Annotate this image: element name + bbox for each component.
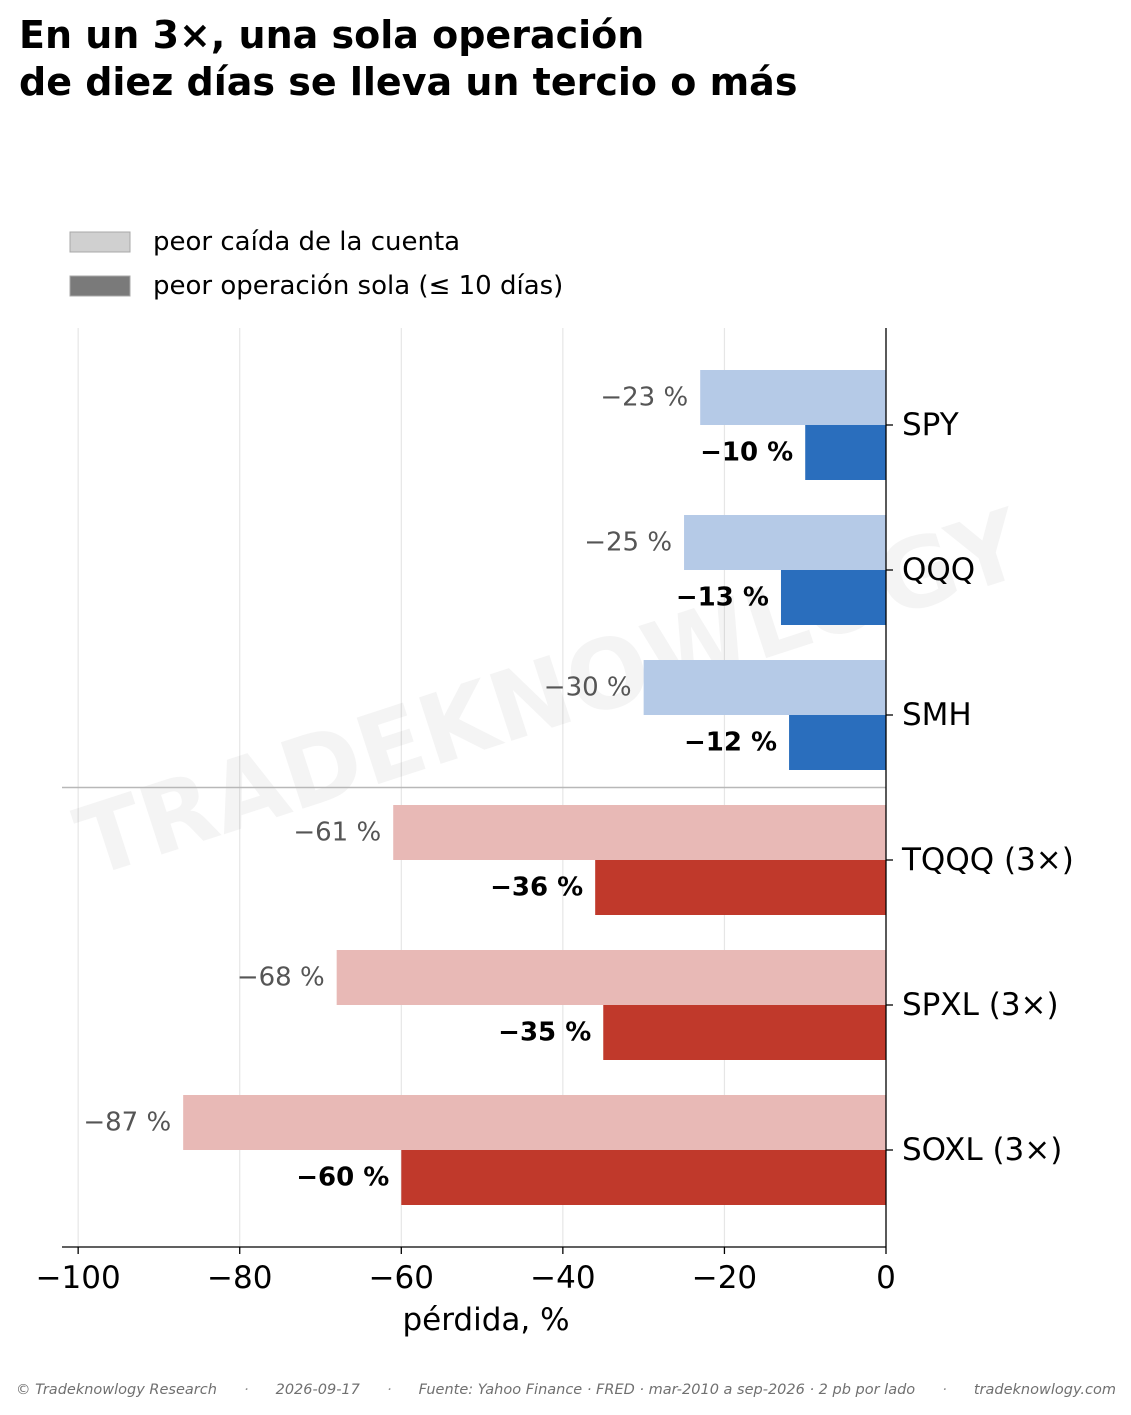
footer-source: Fuente: Yahoo Finance · FRED · mar-2010 … [418, 1382, 916, 1398]
x-tick-label: −40 [530, 1260, 595, 1296]
legend-label: peor caída de la cuenta [153, 227, 460, 257]
bar-worst-trade [780, 570, 886, 625]
y-tick-label: SPXL (3×) [902, 987, 1059, 1023]
bars [183, 370, 887, 1205]
footer-copyright: © Tradeknowlogy Research [16, 1382, 217, 1398]
x-tick-label: −60 [369, 1260, 434, 1296]
legend: peor caída de la cuenta peor operación so… [69, 227, 563, 301]
x-tick-label: −20 [692, 1260, 757, 1296]
x-tick-label: −80 [207, 1260, 272, 1296]
axes: SPY QQQ SMH TQQQ (3×) SPXL (3×) SOXL (3×) −100… [36, 328, 1074, 1338]
legend-swatch [69, 275, 131, 297]
x-axis-label: pérdida, % [402, 1302, 569, 1338]
data-label-drawdown: −87 % [83, 1108, 171, 1138]
legend-swatch [69, 231, 131, 253]
y-tick-label: SMH [902, 697, 972, 733]
footer-separator: · [942, 1382, 947, 1398]
bar-worst-trade [805, 425, 886, 480]
data-label-drawdown: −23 % [600, 383, 688, 413]
bar-drawdown [336, 950, 887, 1005]
bar-drawdown [183, 1095, 887, 1150]
data-label-worst-trade: −35 % [498, 1018, 591, 1048]
data-label-worst-trade: −60 % [296, 1163, 389, 1193]
data-label-worst-trade: −12 % [684, 728, 777, 758]
bar-worst-trade [401, 1150, 886, 1205]
bar-drawdown [643, 660, 886, 715]
y-tick-label: TQQQ (3×) [901, 842, 1074, 878]
data-labels: −23 % −10 % −25 %−13 % −30 % −12 % −61 % −36 %… [83, 383, 793, 1193]
y-tick-label: QQQ [902, 552, 975, 588]
bar-drawdown [700, 370, 886, 425]
bar-worst-trade [595, 860, 886, 915]
data-label-drawdown: −25 % [584, 528, 672, 558]
bar-drawdown [393, 805, 886, 860]
data-label-worst-trade: −13 % [676, 583, 769, 613]
data-label-drawdown: −68 % [237, 963, 325, 993]
y-tick-label: SOXL (3×) [902, 1132, 1062, 1168]
data-label-drawdown: −30 % [544, 673, 632, 703]
data-label-worst-trade: −36 % [490, 873, 583, 903]
bar-worst-trade [789, 715, 886, 770]
chart-title-line-2: de diez días se lleva un tercio o más [19, 60, 798, 104]
y-tick-label: SPY [902, 407, 959, 443]
bar-worst-trade [603, 1005, 886, 1060]
bar-drawdown [684, 515, 886, 570]
footer-site: tradeknowlogy.com [973, 1382, 1116, 1398]
x-tick-label: 0 [876, 1260, 896, 1296]
data-label-drawdown: −61 % [293, 818, 381, 848]
footer-date: 2026-09-17 [275, 1382, 360, 1398]
chart-title: En un 3×, una sola operación de diez día… [19, 12, 797, 106]
legend-label: peor operación sola (≤ 10 días) [153, 271, 563, 301]
chart-title-line-1: En un 3×, una sola operación [19, 13, 645, 57]
footer-separator: · [243, 1382, 249, 1398]
footer: © Tradeknowlogy Research · 2026-09-17 · … [16, 1382, 1116, 1398]
x-tick-label: −100 [36, 1260, 121, 1296]
data-label-worst-trade: −10 % [700, 438, 793, 468]
footer-separator: · [386, 1382, 392, 1398]
